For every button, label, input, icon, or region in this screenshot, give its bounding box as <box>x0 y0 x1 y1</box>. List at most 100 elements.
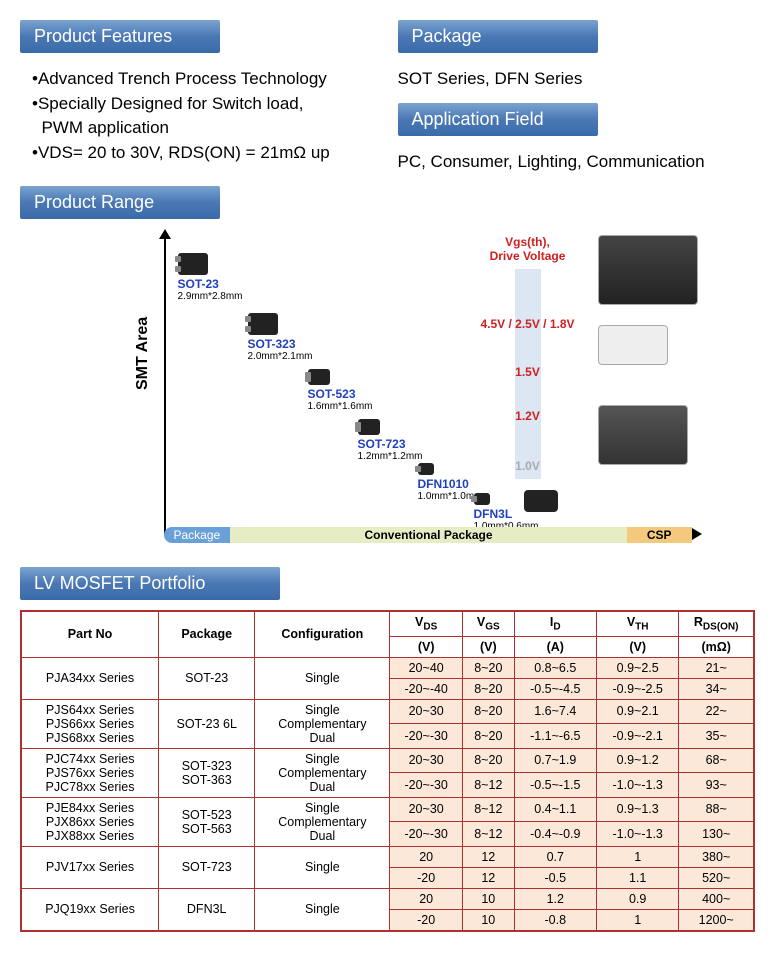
tablet-keyboard-icon <box>598 235 698 305</box>
package-node-dim: 2.9mm*2.8mm <box>178 291 243 302</box>
table-cell: 520~ <box>679 867 754 888</box>
table-cell-part: PJS64xx SeriesPJS66xx SeriesPJS68xx Seri… <box>21 699 159 748</box>
chip-cluster-icon <box>524 490 558 512</box>
chip-icon <box>308 369 330 385</box>
table-cell: 35~ <box>679 724 754 749</box>
table-header: VDS <box>390 611 463 636</box>
table-cell: 68~ <box>679 748 754 773</box>
table-cell: -0.4~-0.9 <box>514 822 596 847</box>
table-cell: 34~ <box>679 678 754 699</box>
table-cell: 1 <box>596 846 678 867</box>
table-cell: 20~30 <box>390 699 463 724</box>
portfolio-header: LV MOSFET Portfolio <box>20 567 280 600</box>
table-cell-cfg: Single <box>255 657 390 699</box>
feature-bullet: •VDS= 20 to 30V, RDS(ON) = 21mΩ up <box>32 141 378 166</box>
table-cell-cfg: SingleComplementaryDual <box>255 797 390 846</box>
table-cell-part: PJC74xx SeriesPJS76xx SeriesPJC78xx Seri… <box>21 748 159 797</box>
table-cell: 0.8~6.5 <box>514 657 596 678</box>
range-header: Product Range <box>20 186 220 219</box>
table-cell: -1.0~-1.3 <box>596 822 678 847</box>
table-cell-cfg: SingleComplementaryDual <box>255 748 390 797</box>
table-header: ID <box>514 611 596 636</box>
package-band: Package Conventional Package CSP <box>164 527 692 543</box>
table-cell: 1.6~7.4 <box>514 699 596 724</box>
table-cell: 0.7 <box>514 846 596 867</box>
vgs-value: 4.5V / 2.5V / 1.8V <box>468 317 588 331</box>
table-cell: 1 <box>596 909 678 931</box>
package-header: Package <box>398 20 598 53</box>
table-cell-cfg: Single <box>255 846 390 888</box>
package-node: SOT-7231.2mm*1.2mm <box>358 419 423 462</box>
table-cell: -20~-30 <box>390 773 463 798</box>
y-axis-arrow-icon <box>159 229 171 239</box>
table-cell-pkg: SOT-523SOT-563 <box>159 797 255 846</box>
table-cell: 8~12 <box>463 822 515 847</box>
feature-bullet: •Specially Designed for Switch load, PWM… <box>32 92 378 141</box>
table-cell: 12 <box>463 846 515 867</box>
table-cell: 1.1 <box>596 867 678 888</box>
table-cell: 0.9 <box>596 888 678 909</box>
table-cell: 93~ <box>679 773 754 798</box>
vgs-value: 1.0V <box>468 459 588 473</box>
table-cell-part: PJE84xx SeriesPJX86xx SeriesPJX88xx Seri… <box>21 797 159 846</box>
table-cell: 88~ <box>679 797 754 822</box>
cable-icon <box>598 325 668 365</box>
table-cell-pkg: SOT-323SOT-363 <box>159 748 255 797</box>
table-cell: -20~-30 <box>390 822 463 847</box>
table-cell: 20~30 <box>390 748 463 773</box>
chip-icon <box>418 463 434 475</box>
table-cell: -0.5 <box>514 867 596 888</box>
package-node-name: SOT-523 <box>308 387 373 401</box>
table-cell: 8~20 <box>463 748 515 773</box>
table-cell: 12 <box>463 867 515 888</box>
table-cell: 8~20 <box>463 699 515 724</box>
table-cell: 0.9~1.3 <box>596 797 678 822</box>
table-cell: -1.1~-6.5 <box>514 724 596 749</box>
feature-bullet: •Advanced Trench Process Technology <box>32 67 378 92</box>
vgs-title: Vgs(th),Drive Voltage <box>468 235 588 263</box>
package-node-dim: 2.0mm*2.1mm <box>248 351 313 362</box>
features-list: •Advanced Trench Process Technology•Spec… <box>20 63 378 180</box>
table-cell: 0.7~1.9 <box>514 748 596 773</box>
table-header-unit: (V) <box>390 636 463 657</box>
table-cell: 22~ <box>679 699 754 724</box>
package-node: SOT-5231.6mm*1.6mm <box>308 369 373 412</box>
table-cell: 21~ <box>679 657 754 678</box>
table-cell-part: PJA34xx Series <box>21 657 159 699</box>
package-node: SOT-3232.0mm*2.1mm <box>248 313 313 362</box>
table-header: VTH <box>596 611 678 636</box>
table-cell-pkg: DFN3L <box>159 888 255 931</box>
package-band-tag: Package <box>164 527 231 543</box>
package-text: SOT Series, DFN Series <box>398 63 756 103</box>
table-header: VGS <box>463 611 515 636</box>
smartwatch-icon <box>598 405 688 465</box>
table-cell: -20~-30 <box>390 724 463 749</box>
appfield-text: PC, Consumer, Lighting, Communication <box>398 146 756 186</box>
table-cell: 10 <box>463 888 515 909</box>
table-cell: 8~12 <box>463 773 515 798</box>
table-header: RDS(ON) <box>679 611 754 636</box>
table-cell-cfg: Single <box>255 888 390 931</box>
vgs-value: 1.2V <box>468 409 588 423</box>
table-cell: 0.4~1.1 <box>514 797 596 822</box>
package-node-name: SOT-23 <box>178 277 243 291</box>
table-header-unit: (V) <box>463 636 515 657</box>
table-header-unit: (A) <box>514 636 596 657</box>
table-cell-part: PJQ19xx Series <box>21 888 159 931</box>
table-cell: -1.0~-1.3 <box>596 773 678 798</box>
chip-icon <box>248 313 278 335</box>
x-axis-arrow-icon <box>692 528 702 540</box>
table-cell: 8~12 <box>463 797 515 822</box>
table-cell-cfg: SingleComplementaryDual <box>255 699 390 748</box>
table-cell: -20 <box>390 909 463 931</box>
table-cell-pkg: SOT-23 <box>159 657 255 699</box>
table-cell: 20 <box>390 846 463 867</box>
table-row: PJV17xx SeriesSOT-723Single20120.71380~ <box>21 846 754 867</box>
table-header: Configuration <box>255 611 390 657</box>
package-node-dim: 1.6mm*1.6mm <box>308 401 373 412</box>
table-row: PJA34xx SeriesSOT-23Single20~408~200.8~6… <box>21 657 754 678</box>
table-cell: -0.8 <box>514 909 596 931</box>
table-row: PJC74xx SeriesPJS76xx SeriesPJC78xx Seri… <box>21 748 754 773</box>
features-header: Product Features <box>20 20 220 53</box>
table-cell: 20~30 <box>390 797 463 822</box>
